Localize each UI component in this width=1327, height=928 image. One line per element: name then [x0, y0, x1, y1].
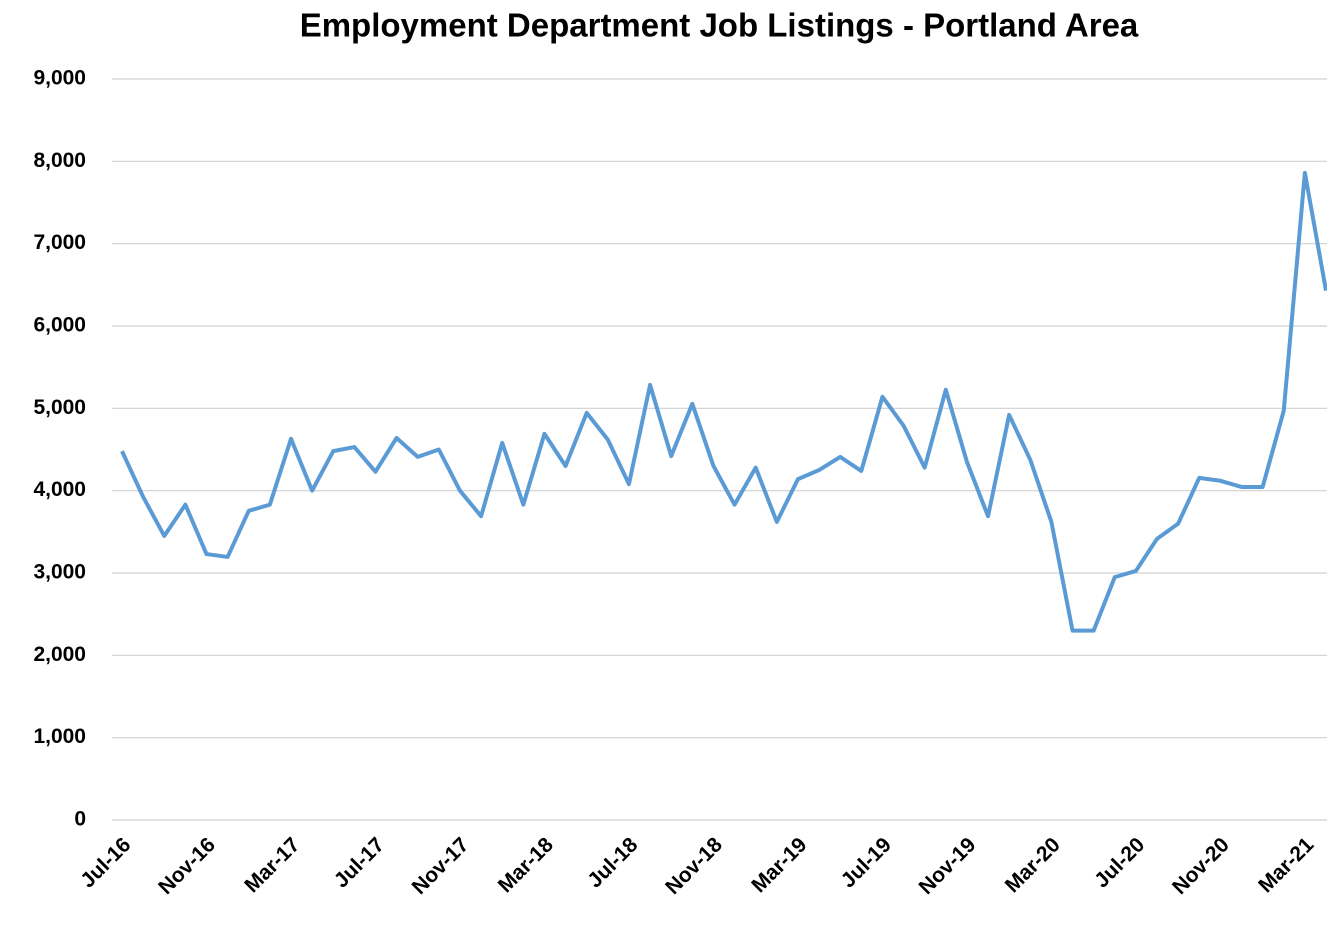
x-tick-label: Mar-20 — [1001, 833, 1065, 897]
y-tick-label: 2,000 — [33, 643, 86, 666]
y-tick-label: 4,000 — [33, 478, 86, 501]
x-tick-label: Mar-21 — [1254, 833, 1318, 897]
chart-title: Employment Department Job Listings - Por… — [300, 7, 1139, 44]
x-tick-label: Jul-19 — [837, 833, 896, 892]
y-tick-label: 9,000 — [33, 67, 86, 90]
y-tick-label: 5,000 — [33, 396, 86, 419]
x-tick-label: Mar-19 — [747, 833, 811, 897]
y-tick-label: 1,000 — [33, 725, 86, 748]
x-tick-label: Mar-18 — [494, 833, 558, 897]
x-tick-label: Nov-17 — [408, 833, 474, 899]
x-tick-label: Nov-20 — [1168, 833, 1234, 899]
y-tick-label: 7,000 — [33, 231, 86, 254]
x-tick-label: Mar-17 — [240, 833, 304, 897]
x-tick-label: Jul-20 — [1090, 833, 1149, 892]
y-tick-label: 0 — [74, 808, 86, 831]
y-tick-label: 8,000 — [33, 149, 86, 172]
data-line — [120, 170, 1327, 633]
x-tick-label: Jul-17 — [330, 833, 389, 892]
x-tick-label: Nov-18 — [661, 833, 727, 899]
x-tick-label: Jul-16 — [76, 833, 135, 892]
x-tick-label: Nov-16 — [154, 833, 220, 899]
y-tick-label: 6,000 — [33, 314, 86, 337]
y-tick-label: 3,000 — [33, 561, 86, 584]
x-tick-label: Jul-18 — [583, 833, 642, 892]
x-tick-label: Nov-19 — [915, 833, 981, 899]
